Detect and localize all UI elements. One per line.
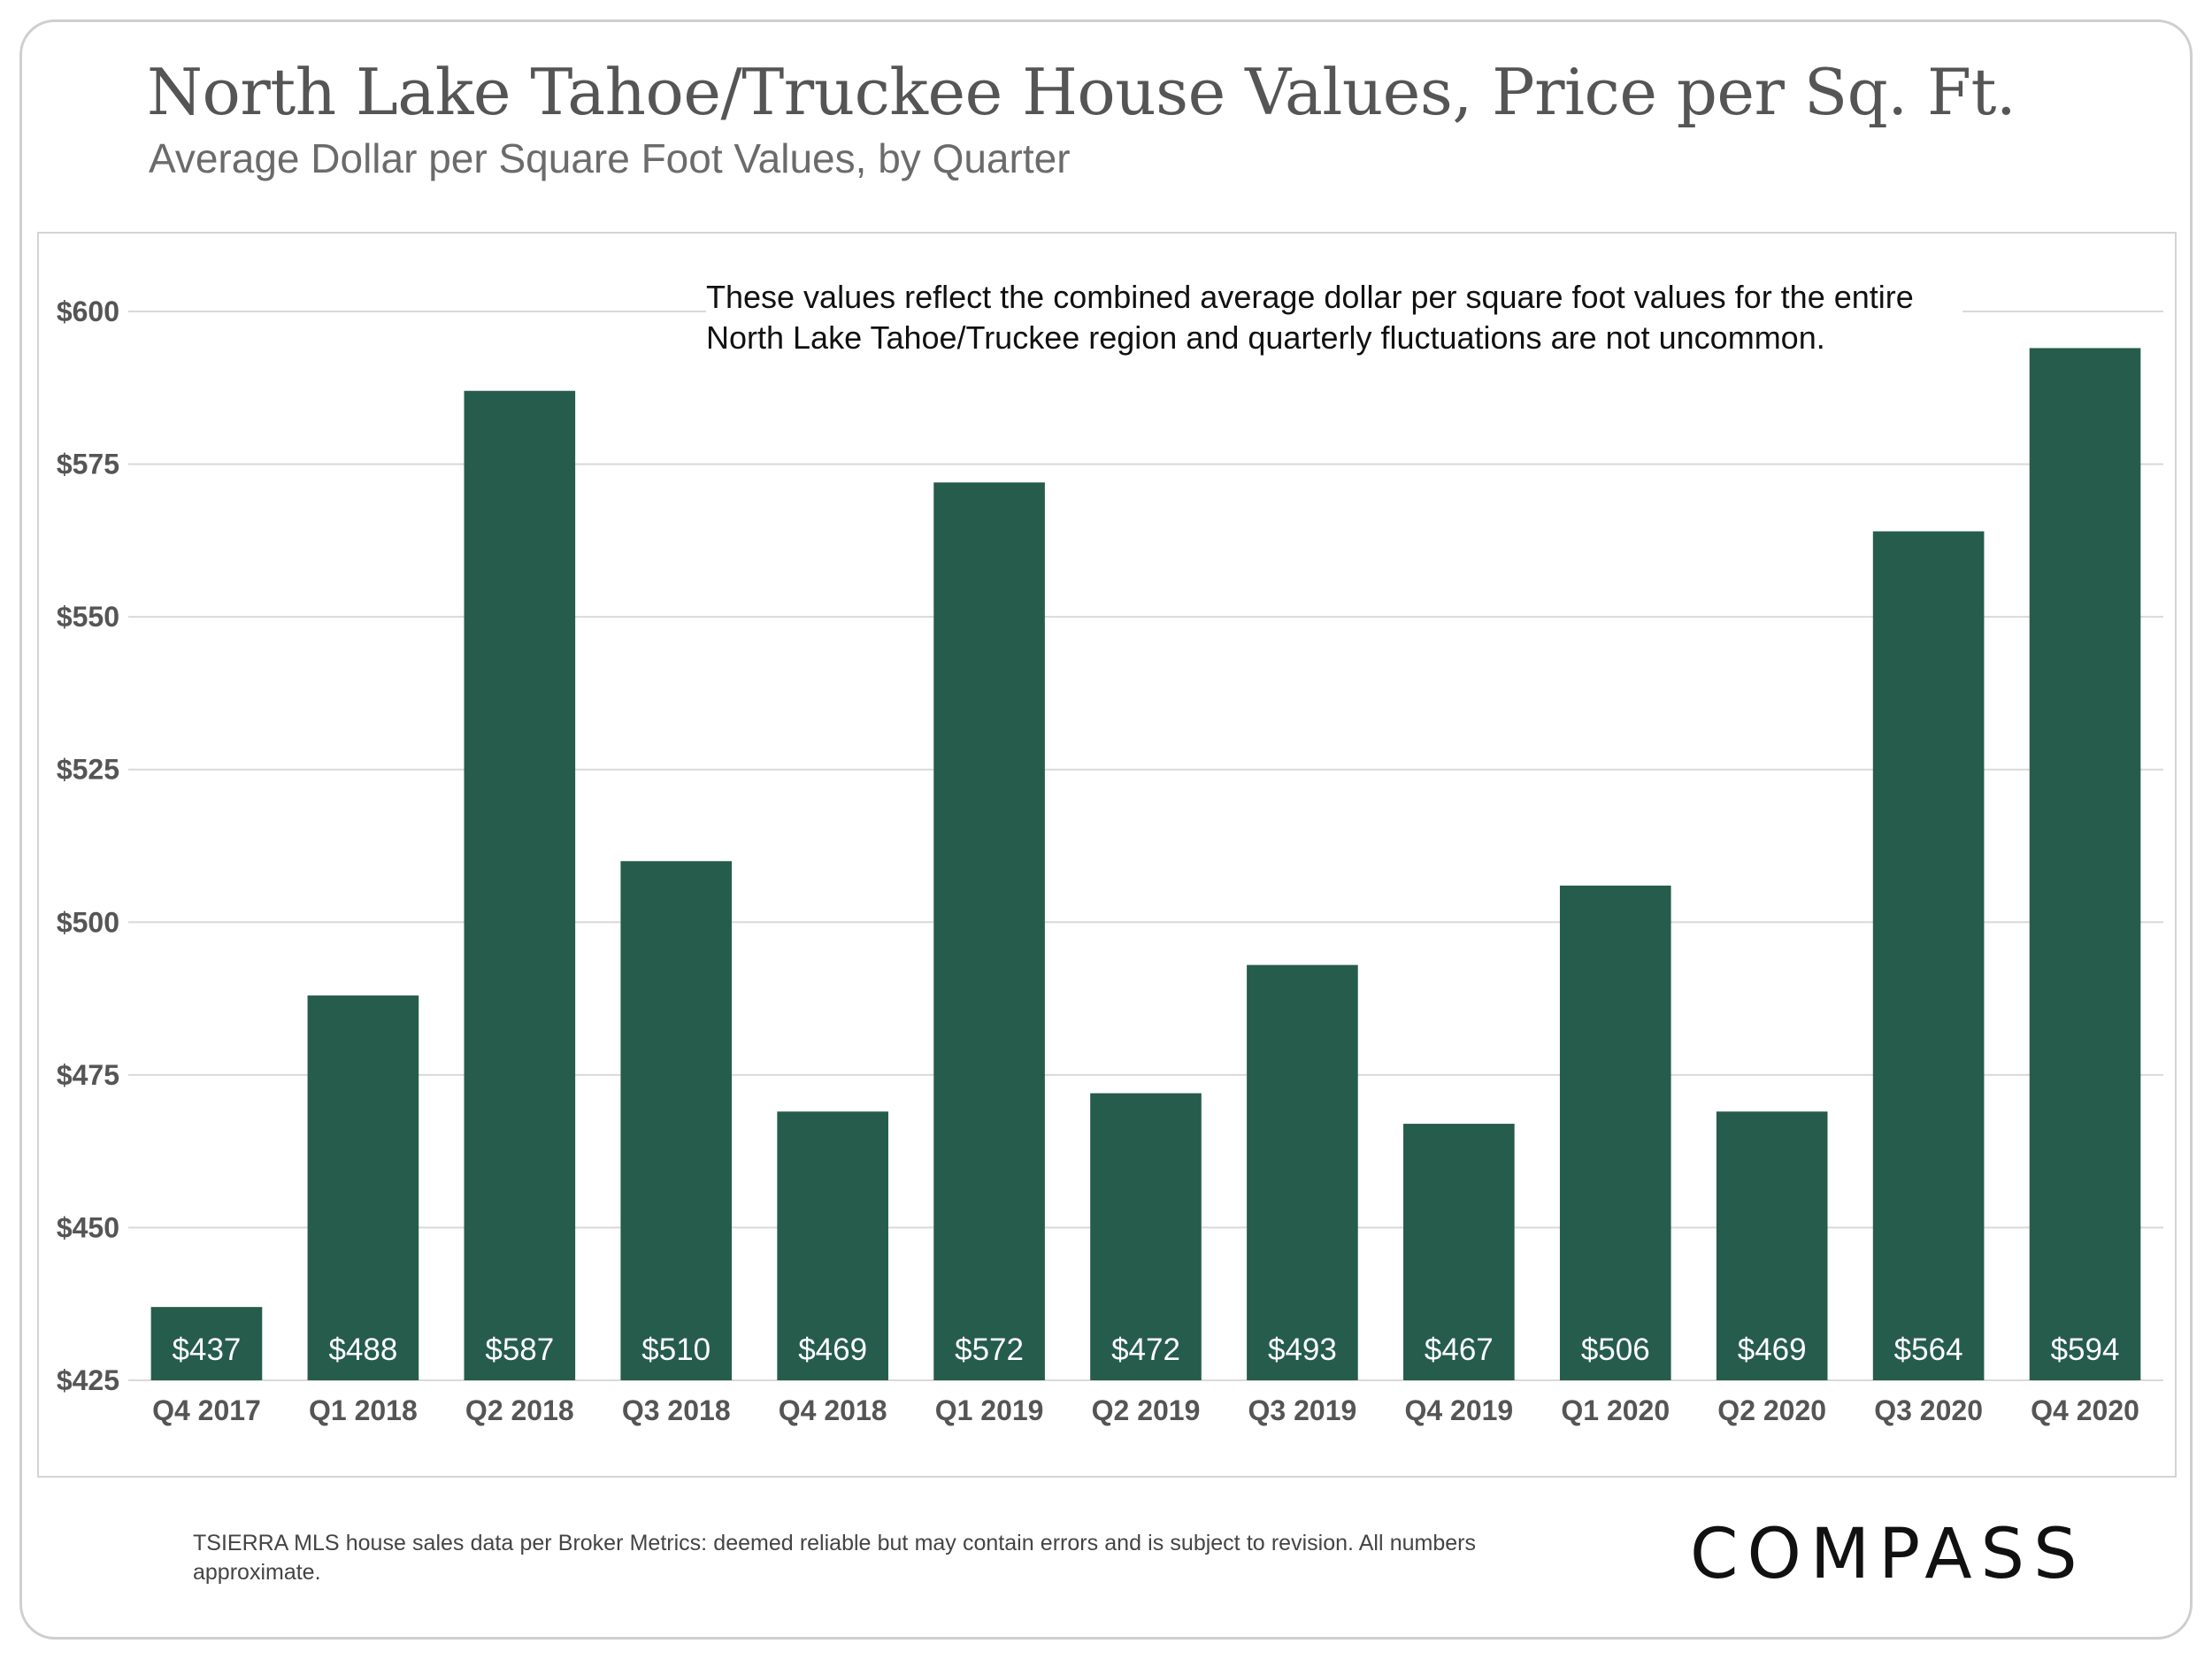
y-tick-label: $550: [57, 601, 119, 633]
y-tick-label: $575: [57, 449, 119, 480]
chart-annotation: These values reflect the combined averag…: [706, 277, 1962, 364]
bar: [1716, 1111, 1828, 1380]
bar-value-label: $488: [328, 1333, 397, 1367]
bar: [1247, 964, 1358, 1380]
bar-value-label: $510: [641, 1333, 710, 1367]
compass-logo: COMPASS: [1690, 1515, 2086, 1594]
bar: [620, 861, 733, 1380]
y-tick-label: $500: [57, 906, 119, 938]
bar-value-label: $437: [173, 1333, 242, 1367]
bar-value-label: $469: [1738, 1333, 1807, 1367]
source-footnote: TSIERRA MLS house sales data per Broker …: [193, 1531, 1476, 1585]
x-tick-label: Q4 2018: [779, 1394, 887, 1426]
y-tick-label: $450: [57, 1211, 119, 1243]
bar: [1559, 885, 1671, 1380]
bar-value-label: $472: [1111, 1333, 1180, 1367]
chart-subtitle: Average Dollar per Square Foot Values, b…: [149, 135, 1071, 181]
y-tick-label: $525: [57, 754, 119, 786]
x-tick-label: Q1 2018: [309, 1394, 418, 1426]
x-tick-label: Q4 2020: [2031, 1394, 2139, 1426]
x-tick-label: Q2 2018: [465, 1394, 574, 1426]
bar-value-label: $469: [798, 1333, 867, 1367]
bar-value-label: $467: [1425, 1333, 1494, 1367]
x-tick-label: Q3 2018: [622, 1394, 731, 1426]
x-tick-label: Q1 2020: [1561, 1394, 1670, 1426]
bar: [777, 1111, 888, 1380]
bar: [307, 995, 419, 1380]
x-tick-label: Q2 2019: [1092, 1394, 1201, 1426]
y-tick-label: $425: [57, 1364, 119, 1396]
x-tick-label: Q4 2019: [1404, 1394, 1513, 1426]
compass-logo-text: COMPASS: [1690, 1515, 2086, 1594]
bar-value-label: $564: [1894, 1333, 1963, 1367]
bar: [1403, 1124, 1515, 1380]
plot-frame: [37, 232, 2177, 1478]
bar-value-label: $572: [955, 1333, 1024, 1367]
bar-value-label: $587: [485, 1333, 554, 1367]
x-tick-label: Q3 2019: [1248, 1394, 1357, 1426]
bar: [1090, 1093, 1202, 1380]
bar: [150, 1307, 263, 1380]
bar: [1872, 531, 1985, 1380]
x-tick-label: Q4 2017: [152, 1394, 261, 1426]
x-tick-label: Q1 2019: [935, 1394, 1044, 1426]
bar: [2029, 348, 2141, 1381]
chart-title: North Lake Tahoe/Truckee House Values, P…: [147, 55, 2016, 129]
x-tick-label: Q2 2020: [1717, 1394, 1826, 1426]
y-tick-label: $600: [57, 296, 119, 327]
bar: [933, 482, 1045, 1380]
y-tick-label: $475: [57, 1059, 119, 1091]
bar-value-label: $594: [2051, 1333, 2120, 1367]
bar: [464, 390, 576, 1380]
bar-value-label: $506: [1581, 1333, 1650, 1367]
x-tick-label: Q3 2020: [1874, 1394, 1983, 1426]
bar-value-label: $493: [1268, 1333, 1337, 1367]
